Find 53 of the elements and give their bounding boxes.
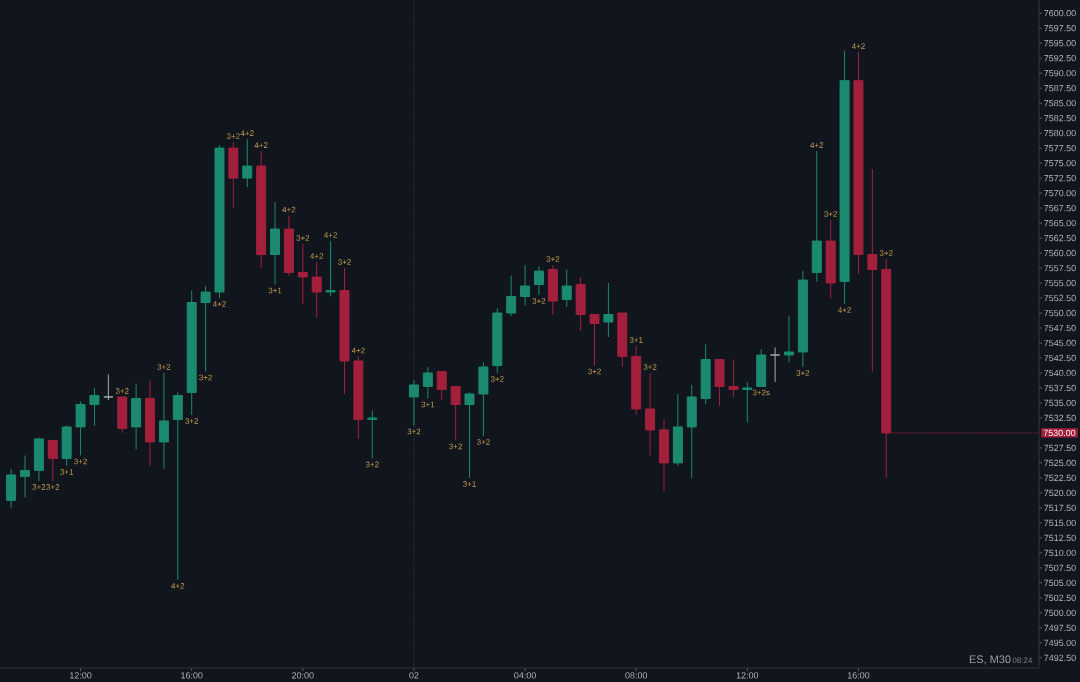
annotation: ES, M30 [969, 655, 1011, 665]
x-tick-label: 04:00 [514, 672, 536, 679]
x-tick-label: 20:00 [292, 672, 314, 679]
y-tick-label: 7547.50 [1044, 324, 1076, 332]
y-tick-label: 7600.00 [1044, 10, 1076, 17]
y-tick-label: 7577.50 [1044, 144, 1076, 152]
y-tick-label: 7565.00 [1044, 219, 1076, 227]
y-tick-label: 7517.50 [1044, 504, 1076, 512]
x-tick-label: 16:00 [847, 672, 870, 679]
y-tick-label: 7537.50 [1044, 384, 1076, 392]
y-tick-label: 7492.50 [1044, 654, 1076, 661]
y-tick-label: 7515.00 [1044, 519, 1076, 527]
y-tick-label: 7542.50 [1044, 354, 1076, 362]
y-tick-label: 7570.00 [1044, 189, 1076, 197]
y-tick-label: 7557.50 [1044, 264, 1076, 272]
x-tick-label: 12:00 [736, 672, 759, 679]
y-tick-label: 7552.50 [1044, 294, 1076, 302]
x-tick-label: 08:00 [625, 672, 648, 679]
x-tick-label: 12:00 [70, 672, 92, 679]
y-tick-label: 7585.00 [1044, 99, 1076, 107]
y-tick-label: 7555.00 [1044, 279, 1076, 287]
y-tick-label: 7575.00 [1044, 159, 1076, 167]
y-tick-label: 7562.50 [1044, 234, 1076, 242]
y-tick-label: 7500.00 [1044, 609, 1076, 617]
y-tick-label: 7525.00 [1044, 459, 1076, 467]
y-tick-label: 7587.50 [1044, 84, 1076, 92]
y-tick-label: 7580.00 [1044, 129, 1076, 137]
y-tick-label: 7572.50 [1044, 174, 1076, 182]
ref-line-label: 7530.00 [1043, 429, 1076, 437]
x-tick-label: 02 [409, 672, 419, 679]
y-tick-label: 7502.50 [1044, 594, 1076, 602]
y-tick-label: 7567.50 [1044, 204, 1076, 212]
y-tick-label: 7497.50 [1044, 624, 1076, 631]
y-tick-label: 7535.00 [1044, 399, 1076, 407]
y-tick-label: 7597.50 [1044, 24, 1076, 32]
y-tick-label: 7507.50 [1044, 564, 1076, 572]
y-tick-label: 7550.00 [1044, 309, 1076, 317]
y-tick-label: 7520.00 [1044, 489, 1076, 497]
y-tick-label: 7510.00 [1044, 549, 1076, 557]
y-tick-label: 7582.50 [1044, 114, 1076, 122]
x-tick-label: 16:00 [181, 672, 203, 679]
y-tick-label: 7590.00 [1044, 69, 1076, 77]
y-tick-label: 7540.00 [1044, 369, 1076, 377]
y-tick-label: 7505.00 [1044, 579, 1076, 587]
y-tick-label: 7592.50 [1044, 54, 1076, 62]
y-tick-label: 7522.50 [1044, 474, 1076, 482]
y-tick-label: 7595.00 [1044, 39, 1076, 47]
y-tick-label: 7560.00 [1044, 249, 1076, 257]
y-tick-label: 7512.50 [1044, 534, 1076, 542]
y-tick-label: 7495.00 [1044, 639, 1076, 646]
y-tick-label: 7527.50 [1044, 444, 1076, 452]
y-tick-label: 7532.50 [1044, 414, 1076, 422]
y-tick-label: 7545.00 [1044, 339, 1076, 347]
